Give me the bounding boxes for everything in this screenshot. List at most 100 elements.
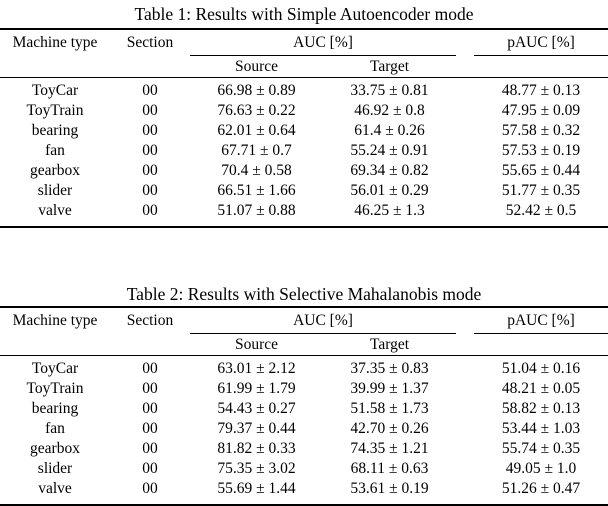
header-pauc: pAUC [%] xyxy=(474,29,608,56)
cell-pauc: 53.44 ± 1.03 xyxy=(501,420,581,437)
cell-machine: bearing xyxy=(31,400,79,417)
cell-machine: ToyTrain xyxy=(26,380,84,397)
cell-target: 61.4 ± 0.26 xyxy=(354,122,425,139)
cell-source: 62.01 ± 0.64 xyxy=(217,122,296,139)
table-row: fan 00 79.37 ± 0.44 42.70 ± 0.26 53.44 ± 1.0… xyxy=(0,419,608,439)
spacer-cell xyxy=(456,379,474,399)
header-section: Section xyxy=(110,307,190,356)
header-spacer xyxy=(456,29,474,78)
table-2-block: Table 2: Results with Selective Mahalano… xyxy=(0,278,608,506)
cell-machine: fan xyxy=(45,420,65,437)
table-row: ToyTrain 00 76.63 ± 0.22 46.92 ± 0.8 47.95 ±… xyxy=(0,101,608,121)
cell-source: 70.4 ± 0.58 xyxy=(221,162,292,179)
cell-machine: fan xyxy=(45,142,65,159)
cell-pauc: 57.58 ± 0.32 xyxy=(501,122,581,139)
table-row: gearbox 00 81.82 ± 0.33 74.35 ± 1.21 55.74 ±… xyxy=(0,439,608,459)
cell-target: 68.11 ± 0.63 xyxy=(350,460,429,477)
table-row: ToyTrain 00 61.99 ± 1.79 39.99 ± 1.37 48.21 … xyxy=(0,379,608,399)
cell-pauc: 57.53 ± 0.19 xyxy=(501,142,581,159)
spacer-cell xyxy=(456,356,474,380)
cell-source: 76.63 ± 0.22 xyxy=(217,102,296,119)
cell-pauc: 47.95 ± 0.09 xyxy=(501,102,581,119)
header-pauc-empty xyxy=(474,333,608,356)
cell-pauc: 55.65 ± 0.44 xyxy=(501,162,581,179)
cell-target: 55.24 ± 0.91 xyxy=(350,142,429,159)
cell-pauc: 49.05 ± 1.0 xyxy=(505,460,577,477)
cell-target: 46.25 ± 1.3 xyxy=(354,202,425,219)
header-auc: AUC [%] xyxy=(190,307,456,334)
cell-source: 55.69 ± 1.44 xyxy=(217,480,296,497)
header-spacer xyxy=(456,307,474,356)
cell-target: 53.61 ± 0.19 xyxy=(350,480,429,497)
spacer-cell xyxy=(456,161,474,181)
table-row: bearing 00 62.01 ± 0.64 61.4 ± 0.26 57.58 ± … xyxy=(0,121,608,141)
cell-target: 51.58 ± 1.73 xyxy=(350,400,429,417)
cell-source: 54.43 ± 0.27 xyxy=(217,400,296,417)
cell-target: 74.35 ± 1.21 xyxy=(350,440,429,457)
cell-source: 63.01 ± 2.12 xyxy=(217,360,296,377)
header-pauc: pAUC [%] xyxy=(474,307,608,334)
cell-section: 00 xyxy=(142,460,158,477)
cell-section: 00 xyxy=(142,440,158,457)
cell-pauc: 48.77 ± 0.13 xyxy=(501,82,581,99)
spacer-cell xyxy=(456,201,474,227)
cell-source: 75.35 ± 3.02 xyxy=(217,460,296,477)
cell-section: 00 xyxy=(142,360,158,377)
cell-target: 46.92 ± 0.8 xyxy=(354,102,425,119)
cell-target: 56.01 ± 0.29 xyxy=(350,182,429,199)
spacer-cell xyxy=(456,439,474,459)
cell-target: 37.35 ± 0.83 xyxy=(350,360,429,377)
cell-target: 39.99 ± 1.37 xyxy=(350,380,429,397)
cell-machine: bearing xyxy=(31,122,79,139)
cell-machine: gearbox xyxy=(30,162,80,179)
cell-target: 33.75 ± 0.81 xyxy=(350,82,429,99)
table-row: slider 00 66.51 ± 1.66 56.01 ± 0.29 51.77 ± … xyxy=(0,181,608,201)
table-1-caption: Table 1: Results with Simple Autoencoder… xyxy=(134,4,474,24)
spacer-cell xyxy=(456,459,474,479)
table-row: ToyCar 00 63.01 ± 2.12 37.35 ± 0.83 51.04 ± … xyxy=(0,356,608,380)
cell-target: 69.34 ± 0.82 xyxy=(350,162,429,179)
cell-section: 00 xyxy=(142,202,158,219)
cell-machine: gearbox xyxy=(30,440,80,457)
cell-target: 42.70 ± 0.26 xyxy=(350,420,429,437)
header-pauc-empty xyxy=(474,55,608,78)
inter-table-gap xyxy=(0,228,608,278)
spacer-cell xyxy=(456,141,474,161)
header-auc: AUC [%] xyxy=(190,29,456,56)
table-1-body: ToyCar 00 66.98 ± 0.89 33.75 ± 0.81 48.77 ± … xyxy=(0,78,608,228)
cell-source: 81.82 ± 0.33 xyxy=(217,440,296,457)
table-row: valve 00 51.07 ± 0.88 46.25 ± 1.3 52.42 ± 0.… xyxy=(0,201,608,227)
cell-machine: ToyCar xyxy=(31,360,79,377)
cell-source: 51.07 ± 0.88 xyxy=(217,202,296,219)
header-section: Section xyxy=(110,29,190,78)
spacer-cell xyxy=(456,479,474,505)
spacer-cell xyxy=(456,121,474,141)
cell-machine: slider xyxy=(37,460,73,477)
cell-machine: valve xyxy=(38,480,72,497)
cell-pauc: 52.42 ± 0.5 xyxy=(505,202,577,219)
table-row: ToyCar 00 66.98 ± 0.89 33.75 ± 0.81 48.77 ± … xyxy=(0,78,608,102)
cell-section: 00 xyxy=(142,142,158,159)
header-source: Source xyxy=(190,55,323,78)
spacer-cell xyxy=(456,181,474,201)
table-2: Machine type Section AUC [%] pAUC [%] So… xyxy=(0,306,608,506)
cell-pauc: 51.26 ± 0.47 xyxy=(501,480,581,497)
cell-machine: slider xyxy=(37,182,73,199)
cell-machine: ToyCar xyxy=(31,82,79,99)
table-2-header: Machine type Section AUC [%] pAUC [%] So… xyxy=(0,307,608,356)
header-source: Source xyxy=(190,333,323,356)
table-row: bearing 00 54.43 ± 0.27 51.58 ± 1.73 58.82 ±… xyxy=(0,399,608,419)
cell-pauc: 58.82 ± 0.13 xyxy=(501,400,581,417)
table-row: fan 00 67.71 ± 0.7 55.24 ± 0.91 57.53 ± 0.19 xyxy=(0,141,608,161)
table-row: gearbox 00 70.4 ± 0.58 69.34 ± 0.82 55.65 ± … xyxy=(0,161,608,181)
table-1: Machine type Section AUC [%] pAUC [%] So… xyxy=(0,28,608,228)
cell-section: 00 xyxy=(142,182,158,199)
cell-pauc: 48.21 ± 0.05 xyxy=(501,380,581,397)
header-machine-type: Machine type xyxy=(0,307,110,356)
spacer-cell xyxy=(456,419,474,439)
cell-source: 67.71 ± 0.7 xyxy=(221,142,292,159)
cell-machine: ToyTrain xyxy=(26,102,84,119)
table-2-caption: Table 2: Results with Selective Mahalano… xyxy=(126,284,482,304)
cell-section: 00 xyxy=(142,82,158,99)
